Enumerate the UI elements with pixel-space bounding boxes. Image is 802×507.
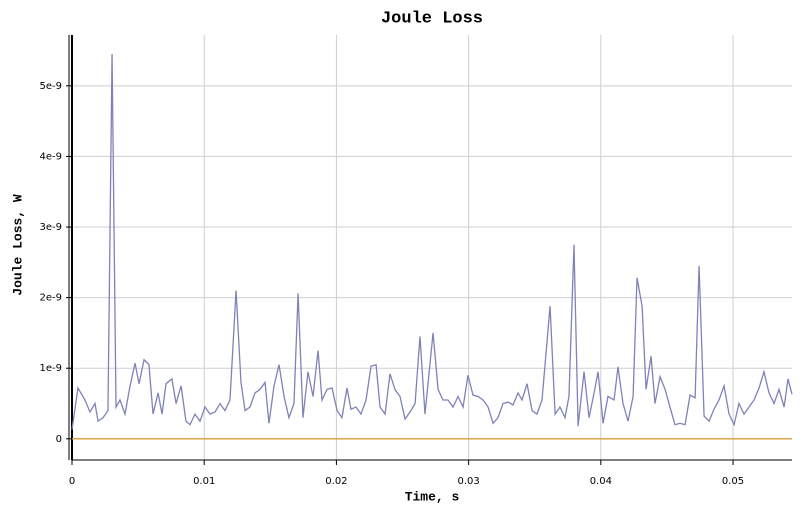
x-tick-label: 0.01 — [193, 476, 215, 487]
y-tick-label: 2e-9 — [40, 293, 63, 304]
y-tick-label: 4e-9 — [40, 151, 63, 162]
x-axis-label: Time, s — [405, 489, 460, 504]
y-tick-label: 0 — [56, 434, 62, 445]
x-tick-label: 0.05 — [722, 476, 744, 487]
y-tick-label: 5e-9 — [40, 81, 63, 92]
chart-title: Joule Loss — [381, 9, 483, 28]
x-tick-label: 0.02 — [325, 476, 347, 487]
x-tick-label: 0.03 — [457, 476, 479, 487]
x-tick-label: 0 — [69, 476, 75, 487]
y-tick-label: 3e-9 — [40, 222, 63, 233]
x-tick-label: 0.04 — [590, 476, 612, 487]
series-line — [71, 54, 793, 430]
plot-area — [72, 35, 792, 460]
y-axis-label: Joule Loss, W — [10, 194, 25, 296]
y-tick-label: 1e-9 — [40, 363, 63, 374]
